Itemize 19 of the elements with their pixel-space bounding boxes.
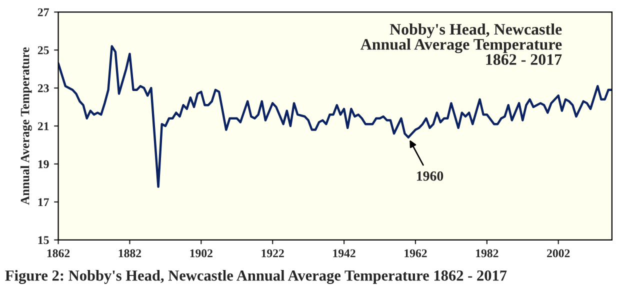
annotation: 1960 [416,171,444,181]
y-tick-label: 17 [38,198,49,206]
x-tick-label: 1902 [190,249,212,258]
y-tick-label: 23 [38,84,49,92]
text: Nobby's Head, Newcastle Annual Average Temperature 1862 - 2017 [360,23,562,65]
y-tick-label: 19 [38,160,49,168]
y-axis-title: Annual Average Temperature [20,47,32,205]
x-tick-label: 1982 [476,249,498,258]
x-tick-label: 1962 [404,249,427,258]
x-tick-label: 1942 [333,249,356,258]
x-tick-label: 2002 [547,249,570,258]
y-tick-label: 15 [38,236,49,244]
y-tick-label: 21 [38,122,49,130]
x-tick-label: 1922 [262,249,284,258]
x-tick-label: 1882 [118,249,142,258]
y-tick-label: 25 [38,46,49,54]
x-tick-label: 1862 [47,249,70,258]
y-tick-label: 27 [38,8,49,16]
caption: Figure 2: Nobby's Head, Newcastle Annual Average Temperature 1862 - 2017 [5,270,507,284]
